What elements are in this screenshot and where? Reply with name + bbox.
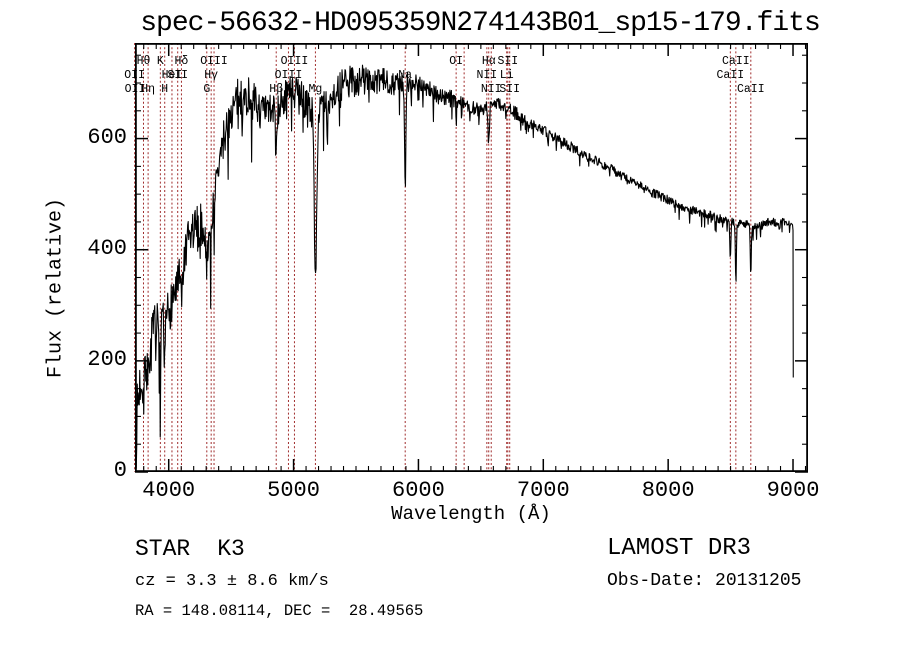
y-tick-label: 0 bbox=[113, 458, 127, 483]
x-tick-label: 9000 bbox=[766, 478, 820, 503]
spectral-line-label: G bbox=[203, 83, 210, 96]
spectral-line-label: OIII bbox=[275, 69, 303, 82]
spectrum-plot: OIIOIIHθHηKHHeISIIHδGHγOIIIHβOIIIOIIIMgN… bbox=[124, 42, 809, 473]
spectral-line-label: Hβ bbox=[269, 83, 283, 96]
object-subclass: K3 bbox=[217, 536, 245, 562]
y-tick-label: 400 bbox=[87, 235, 127, 261]
obs-date-line: Obs-Date: 20131205 bbox=[607, 571, 802, 591]
x-tick-label: 8000 bbox=[641, 478, 695, 503]
spectral-line-label: Hγ bbox=[204, 69, 218, 82]
cz-velocity-line: cz = 3.3 ± 8.6 km/s bbox=[135, 572, 329, 591]
spectral-line-label: NII bbox=[481, 83, 502, 96]
spectral-line-label: SII bbox=[499, 83, 520, 96]
spectral-line-label: SII bbox=[167, 69, 188, 82]
spectral-line-label: HeI bbox=[162, 69, 183, 82]
y-tick-label: 200 bbox=[87, 346, 127, 372]
spectral-line-label: SII bbox=[497, 55, 518, 68]
figure-title: spec-56632-HD095359N274143B01_sp15-179.f… bbox=[140, 8, 821, 39]
survey-release-label: LAMOST DR3 bbox=[607, 535, 752, 562]
spectral-line-label: CaII bbox=[737, 83, 765, 96]
spectral-line-label: Hδ bbox=[175, 55, 189, 68]
spectral-line-label: NII bbox=[476, 69, 497, 82]
spectral-line-label: Mg bbox=[309, 83, 323, 96]
classification-line: STAR K3 bbox=[135, 536, 245, 562]
x-tick-label: 5000 bbox=[267, 478, 320, 503]
x-tick-label: 4000 bbox=[142, 478, 196, 503]
spectral-line-label: K bbox=[157, 55, 164, 68]
spectral-line-label: Hθ bbox=[137, 55, 151, 68]
x-tick-label: 6000 bbox=[392, 478, 445, 503]
y-tick-label: 600 bbox=[87, 124, 127, 150]
spectral-line-label: OIII bbox=[200, 55, 228, 68]
x-axis-label: Wavelength (Å) bbox=[391, 503, 551, 525]
spectral-line-label: OIII bbox=[281, 55, 309, 68]
x-tick-label: 7000 bbox=[516, 478, 570, 503]
spectral-line-label: H bbox=[161, 83, 168, 96]
spectral-line-label: CaII bbox=[717, 69, 745, 82]
spectral-line-label: OII bbox=[125, 83, 146, 96]
spectral-line-label: Li bbox=[500, 69, 514, 82]
plot-frame bbox=[134, 42, 809, 473]
spectral-line-label: CaII bbox=[722, 55, 750, 68]
spectral-line-label: Hα bbox=[482, 55, 496, 68]
object-class: STAR bbox=[135, 536, 191, 562]
spectrum-trace bbox=[135, 64, 794, 469]
spectral-line-label: OI bbox=[449, 55, 463, 68]
spectral-line-label: Na bbox=[398, 69, 412, 82]
spectral-line-label: OII bbox=[124, 69, 145, 82]
ra-dec-line: RA = 148.08114, DEC = 28.49565 bbox=[135, 602, 424, 620]
spectral-line-label: Hη bbox=[141, 83, 155, 96]
